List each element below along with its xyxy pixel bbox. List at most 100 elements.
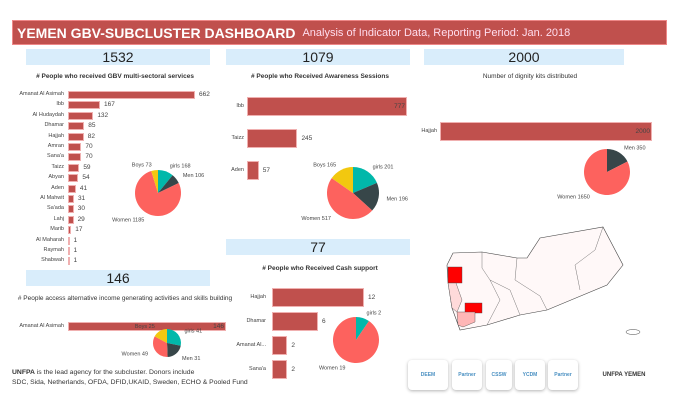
gbv-pie-slice-girls — [158, 170, 173, 193]
partner-logo: YCDM — [515, 360, 545, 390]
gbv-bar-label: Hajjah — [48, 132, 64, 139]
gbv-bar-label: Shabwah — [41, 257, 64, 264]
cash-bar-value: 2 — [291, 365, 295, 373]
cash-bar-label: Dhamar — [246, 317, 266, 324]
dignity-pie-slice-men — [607, 149, 628, 172]
gbv-pie-label: Women 1185 — [112, 218, 144, 224]
gbv-bar-label: Abyan — [48, 174, 64, 181]
gbv-bar-value: 31 — [77, 195, 86, 202]
dignity-bar-label: Hajjah — [421, 127, 437, 134]
income-pie-label: girls 41 — [184, 328, 202, 334]
kpi-dignity: 2000 — [424, 49, 624, 65]
awareness-pie-slice-girls — [353, 167, 377, 193]
income-pie-slice-men — [167, 343, 181, 357]
gbv-bar — [68, 205, 74, 214]
gbv-bar-value: 41 — [79, 184, 88, 192]
cash-bar-label: Sana'a — [249, 365, 266, 372]
gbv-bar-value: 167 — [104, 101, 115, 109]
gbv-bar-label: Lahj — [53, 215, 64, 222]
gbv-bar — [68, 226, 72, 235]
awareness-pie-slice-boys — [331, 167, 353, 193]
kpi-cash: 77 — [226, 239, 410, 255]
gbv-bar — [68, 111, 94, 120]
awareness-pie-label: Men 196 — [387, 196, 408, 202]
dashboard-title: YEMEN GBV-SUBCLUSTER DASHBOARD — [17, 24, 296, 41]
awareness-pie-slice-women — [326, 178, 373, 220]
gbv-bar-value: 1 — [73, 257, 78, 265]
awareness-pie-slice-men — [353, 182, 380, 211]
dignity-pie-slice-women — [584, 149, 630, 195]
gbv-bar-value: 82 — [87, 132, 95, 140]
gbv-pie-slice-boys — [151, 170, 158, 193]
income-pie-slice-girls — [167, 329, 181, 346]
awareness-bar-label: Aden — [231, 166, 244, 173]
gbv-bar-label: Al Hudaydah — [32, 111, 65, 118]
kpi-gbv: 1532 — [26, 49, 210, 65]
gbv-bar — [68, 215, 74, 224]
awareness-bar — [247, 97, 407, 116]
income-chart-title: # People access alternative income gener… — [17, 295, 233, 302]
awareness-chart-title: # People who Received Awareness Sessions — [250, 73, 389, 80]
awareness-bar-value: 777 — [394, 102, 405, 110]
gbv-bar — [68, 174, 79, 183]
gbv-bar — [68, 101, 101, 110]
cash-chart-title: # People who Received Cash support — [262, 265, 378, 272]
gbv-bar-value: 59 — [83, 163, 91, 171]
awareness-pie-label: Boys 165 — [313, 163, 336, 169]
gbv-bar-value: 1 — [73, 236, 78, 244]
gbv-bar — [68, 195, 74, 203]
awareness-bar-value: 57 — [262, 166, 270, 174]
partner-logo: Partner — [452, 360, 482, 390]
gbv-bar-value: 1 — [73, 247, 78, 254]
income-pie-slice-boys — [154, 329, 167, 343]
gbv-bar-value: 85 — [88, 122, 96, 130]
gbv-bar-value: 17 — [75, 226, 83, 234]
gbv-bar-label: Al Mahwit — [40, 195, 64, 201]
cash-bar — [272, 360, 288, 379]
gbv-bar — [68, 132, 84, 141]
awareness-bar-label: Ibb — [236, 102, 244, 109]
cash-pie-slice-girls — [356, 317, 369, 340]
gbv-bar — [68, 184, 76, 193]
gbv-bar — [68, 143, 82, 151]
partner-logo: UNFPA YEMEN — [583, 360, 665, 390]
dashboard-subtitle: Analysis of Indicator Data, Reporting Pe… — [302, 26, 571, 39]
cash-bar-value: 2 — [291, 341, 295, 349]
gbv-chart-title: # People who received GBV multi-sectoral… — [36, 73, 194, 80]
gbv-bar-value: 70 — [85, 143, 93, 150]
income-pie-label: Men 31 — [182, 356, 200, 362]
income-bar — [68, 322, 226, 331]
cash-bar-label: Hajjah — [250, 293, 266, 300]
gbv-pie-slice-men — [158, 175, 179, 193]
footer-lead: UNFPA — [12, 369, 35, 376]
gbv-bar-label: Marib — [50, 226, 64, 233]
awareness-pie-label: girls 201 — [373, 164, 394, 170]
footer-line1: is the lead agency for the subcluster. D… — [34, 369, 195, 376]
gbv-bar — [68, 122, 85, 131]
gbv-bar-value: 29 — [77, 215, 85, 223]
kpi-income: 146 — [26, 270, 210, 286]
gbv-bar-label: Aden — [51, 184, 64, 191]
dignity-chart-title: Number of dignity kits distributed — [482, 73, 578, 80]
dashboard-header: YEMEN GBV-SUBCLUSTER DASHBOARD Analysis … — [12, 20, 667, 45]
gbv-bar-label: Raymah — [43, 247, 64, 253]
cash-bar — [272, 312, 318, 331]
partner-logo: Partner — [548, 360, 578, 390]
gbv-bar — [68, 257, 70, 266]
gbv-bar-label: Dhamar — [44, 122, 64, 129]
dignity-bar — [440, 122, 652, 141]
gbv-bar-value: 132 — [97, 111, 109, 119]
gbv-bar-label: Ibb — [56, 101, 64, 108]
cash-pie-label: girls 2 — [367, 310, 382, 316]
footer-note: UNFPA is the lead agency for the subclus… — [12, 368, 248, 388]
gbv-bar-label: Amran — [47, 143, 64, 149]
gbv-bar-value: 70 — [85, 153, 93, 161]
partner-logo: CSSW — [486, 360, 512, 390]
gbv-bar — [68, 236, 70, 245]
dignity-pie-label: Men 350 — [624, 145, 645, 151]
gbv-bar-value: 662 — [199, 91, 210, 98]
awareness-pie-label: Women 517 — [301, 216, 331, 222]
awareness-bar-value: 245 — [301, 134, 313, 142]
gbv-pie-slice-women — [135, 171, 181, 217]
